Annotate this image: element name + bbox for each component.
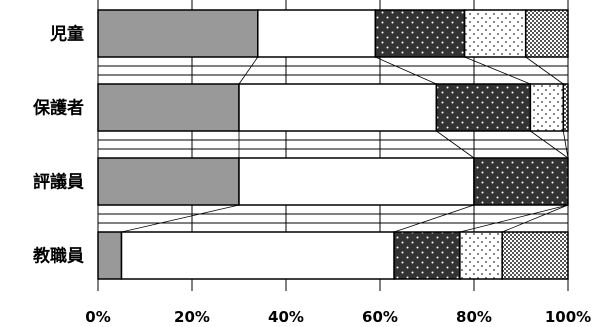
bars bbox=[97, 9, 569, 280]
series-connector-line bbox=[459, 204, 569, 233]
bar-segment bbox=[120, 231, 395, 280]
category-label: 評議員 bbox=[33, 172, 84, 193]
series-connector-line bbox=[464, 56, 531, 85]
series-connector-line bbox=[525, 56, 564, 85]
bar-segment bbox=[463, 9, 527, 58]
series-connector-line bbox=[121, 204, 240, 233]
x-tick-label: 20% bbox=[174, 308, 210, 326]
category-label: 保護者 bbox=[32, 98, 84, 119]
bar-segment bbox=[524, 9, 569, 58]
bar-segment bbox=[97, 9, 259, 58]
bar-segment bbox=[374, 9, 466, 58]
series-connector-line bbox=[502, 204, 569, 233]
x-tick-label: 80% bbox=[456, 308, 492, 326]
x-axis-tick-labels: 0% 20% 40% 60% 80% 100% bbox=[85, 308, 591, 326]
bar-segment bbox=[501, 231, 569, 280]
x-tick-label: 0% bbox=[85, 308, 110, 326]
bar-segment bbox=[257, 9, 377, 58]
bar-segment bbox=[459, 231, 503, 280]
series-connector-line bbox=[375, 56, 437, 85]
series-lines bbox=[121, 56, 569, 233]
x-tick-label: 40% bbox=[268, 308, 304, 326]
bar-segment bbox=[435, 83, 532, 132]
bar-segment bbox=[238, 83, 438, 132]
series-connector-line bbox=[238, 56, 259, 85]
series-connector-line bbox=[436, 130, 475, 159]
bar-segment bbox=[238, 157, 475, 206]
bar-segment bbox=[97, 231, 123, 280]
category-label: 児童 bbox=[49, 24, 84, 45]
series-connector-line bbox=[393, 204, 475, 233]
series-connector-line bbox=[562, 130, 569, 159]
bar-segment bbox=[97, 83, 240, 132]
bar-segment bbox=[97, 157, 240, 206]
bar-segment bbox=[529, 83, 565, 132]
bar-segment bbox=[473, 157, 569, 206]
bar-segment bbox=[393, 231, 461, 280]
series-connector-line bbox=[530, 130, 569, 159]
x-tick-label: 60% bbox=[362, 308, 398, 326]
x-tick-label: 100% bbox=[545, 308, 591, 326]
bar-segment bbox=[562, 83, 569, 132]
category-label: 教職員 bbox=[32, 246, 84, 267]
